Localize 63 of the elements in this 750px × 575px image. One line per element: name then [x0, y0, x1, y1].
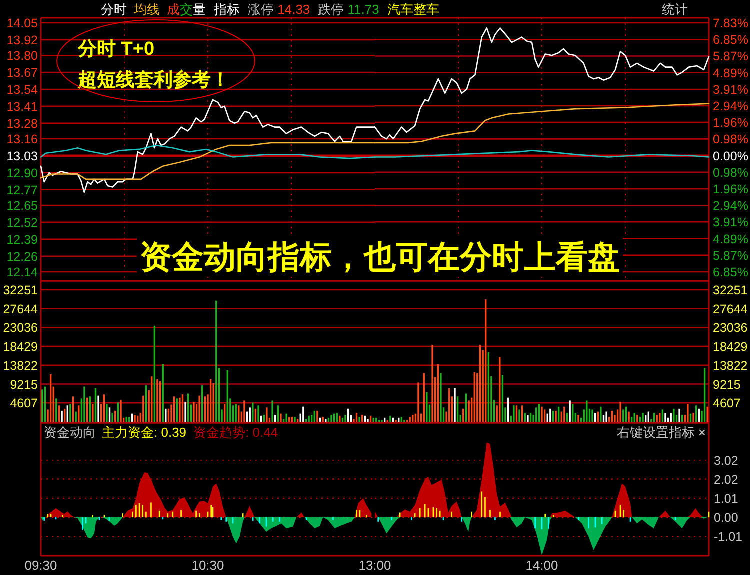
y-tick-label: 13.41: [6, 100, 38, 114]
y-tick-label: 13.28: [6, 116, 38, 131]
y-tick-label: 12.14: [6, 266, 38, 280]
text: 资金趋势: 0.44: [194, 425, 278, 440]
y-tick-label: 12.26: [6, 250, 38, 264]
x-tick-label: 10:30: [192, 558, 224, 573]
text: 5.87%: [713, 248, 748, 263]
y-tick-label: 3.02: [714, 454, 738, 468]
annotation: 右键设置指标 ×: [616, 425, 706, 440]
y-tick-label: -1.01: [714, 530, 743, 544]
text: 4.89%: [713, 66, 748, 80]
text: 3.91%: [713, 82, 748, 97]
text: 2.94%: [713, 199, 748, 214]
text: 均线: [133, 2, 160, 17]
y-tick-label: 9215: [10, 378, 38, 392]
text: 5.87%: [713, 50, 748, 64]
y-tick-label: 13.54: [6, 82, 38, 97]
y-tick-label: 12.65: [6, 199, 38, 214]
y-tick-label: 13.92: [6, 33, 38, 48]
text: 1.96%: [713, 182, 748, 197]
text: 0.98%: [713, 132, 748, 147]
y-tick-label: 13.03: [6, 149, 38, 164]
text: 2.94%: [713, 99, 748, 114]
text: 7.83%: [713, 16, 748, 30]
text: 跌停 11.73: [318, 2, 380, 17]
chart-title: 资金动向: [44, 425, 96, 440]
y-tick-label: 2.02: [714, 472, 738, 487]
text: 汽车整车: [387, 2, 440, 17]
y-tick-label: 13.80: [6, 49, 38, 64]
text: 0.98%: [713, 166, 748, 180]
text: 6.85%: [713, 33, 748, 48]
text: 涨停 14.33: [248, 2, 310, 17]
y-tick-label: 14.05: [6, 16, 38, 30]
y-tick-label: 12.77: [6, 183, 38, 198]
text: 主力资金: 0.39: [102, 425, 187, 440]
text: 指标: [213, 2, 240, 17]
y-tick-label: 4607: [10, 396, 38, 411]
y-tick-label: 1.01: [714, 492, 738, 506]
text: 6.85%: [713, 266, 748, 280]
text: 分时: [101, 2, 127, 17]
x-tick-label: 09:30: [24, 558, 58, 573]
annotation: 分时 T+0: [77, 38, 155, 60]
y-tick-label: 13.16: [6, 132, 38, 147]
y-tick-label: 12.39: [6, 232, 38, 247]
annotation: 超短线套利参考！: [77, 69, 230, 91]
y-tick-label: 13.67: [6, 66, 38, 80]
text: 成交量: [167, 2, 206, 17]
y-tick-label: 13822: [3, 358, 38, 373]
y-tick-label: 23036: [3, 321, 38, 336]
text: 统计: [662, 2, 688, 17]
y-tick-label: 12.52: [6, 216, 38, 230]
y-tick-label: 18429: [3, 340, 38, 354]
y-tick-label: 27644: [3, 302, 38, 316]
x-tick-label: 13:00: [358, 558, 392, 573]
x-tick-label: 14:00: [526, 558, 558, 573]
text: 4.89%: [713, 232, 748, 246]
text: 0.00%: [713, 149, 748, 164]
text: 3.91%: [713, 216, 748, 230]
annotation: 资金动向指标，也可在分时上看盘: [140, 239, 620, 275]
text: 1.96%: [713, 116, 748, 130]
y-tick-label: 0.00: [714, 511, 738, 526]
y-tick-label: 12.90: [6, 166, 38, 180]
y-tick-label: 32251: [3, 284, 38, 298]
